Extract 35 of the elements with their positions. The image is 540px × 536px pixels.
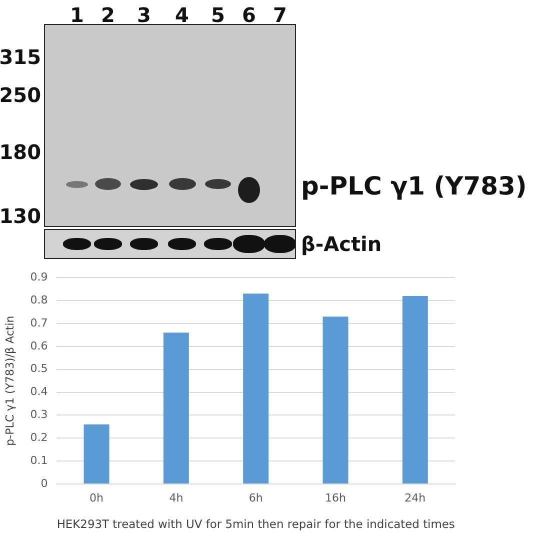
- y-tick-label: 0.1: [30, 454, 48, 467]
- bar: [163, 332, 189, 484]
- bar: [402, 296, 428, 484]
- text: β-Actin: [301, 232, 382, 256]
- text: 4: [175, 3, 189, 27]
- x-tick-label: 0h: [90, 491, 104, 504]
- text: p-PLC γ1 (Y783): [301, 172, 527, 200]
- text: 180: [0, 140, 41, 164]
- text: 7: [273, 3, 287, 27]
- y-tick-label: 0.2: [30, 430, 48, 444]
- y-tick-label: 0.7: [30, 316, 48, 330]
- y-tick-label: 0.3: [30, 408, 48, 422]
- text: 6: [242, 3, 256, 27]
- x-tick-label: 6h: [248, 491, 263, 504]
- x-tick-label: 24h: [404, 491, 426, 504]
- y-tick-label: 0.4: [30, 385, 48, 398]
- y-tick-label: 0.6: [30, 339, 48, 352]
- x-tick-label: 4h: [169, 491, 184, 504]
- y-tick-label: 0.9: [30, 270, 48, 284]
- x-axis-title: HEK293T treated with UV for 5min then repair for the indicated times: [56, 517, 455, 532]
- text: 2: [101, 3, 115, 27]
- y-tick-label: 0.8: [30, 293, 48, 306]
- bar: [322, 316, 348, 484]
- text: 1: [70, 3, 84, 27]
- y-tick-label: 0: [40, 476, 48, 490]
- text: 250: [0, 83, 41, 107]
- text: 315: [0, 45, 41, 69]
- bar: [84, 424, 110, 484]
- bar: [243, 294, 269, 484]
- text: 3: [137, 3, 151, 27]
- x-tick-label: 16h: [325, 491, 346, 504]
- y-tick-label: 0.5: [30, 362, 48, 376]
- text: 130: [0, 204, 41, 228]
- y-axis-title: p-PLC γ1 (Y783)/β Actin: [3, 316, 16, 446]
- text: 5: [211, 3, 225, 27]
